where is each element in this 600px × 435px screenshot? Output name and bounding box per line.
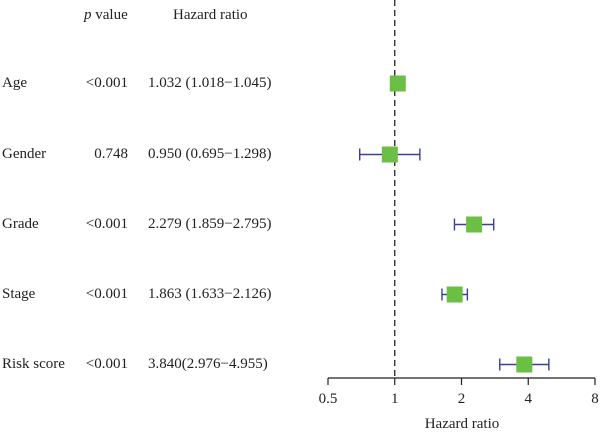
x-tick-label: 1 — [391, 391, 399, 407]
x-axis-label: Hazard ratio — [425, 416, 500, 432]
p-value-cell: <0.001 — [85, 356, 128, 372]
p-word: value — [95, 7, 128, 23]
x-tick-label: 0.5 — [319, 391, 338, 407]
hr-point-marker — [516, 356, 533, 373]
p-value-cell: 0.748 — [94, 146, 128, 162]
hr-point-marker — [466, 216, 483, 233]
p-value-header: p value — [84, 6, 128, 24]
hr-point-marker — [381, 146, 398, 163]
hazard-ratio-cell: 3.840(2.976−4.955) — [148, 356, 268, 372]
p-symbol: p — [84, 7, 92, 23]
x-tick-label: 2 — [458, 391, 466, 407]
variable-label: Age — [2, 75, 27, 91]
variable-label: Grade — [2, 216, 39, 232]
x-tick-label: 8 — [591, 391, 599, 407]
hazard-ratio-header: Hazard ratio — [173, 7, 248, 23]
hazard-ratio-cell: 0.950 (0.695−1.298) — [148, 146, 272, 162]
hazard-ratio-cell: 1.032 (1.018−1.045) — [148, 75, 272, 91]
p-value-cell: <0.001 — [85, 216, 128, 232]
hr-point-marker — [389, 75, 406, 92]
hazard-ratio-cell: 1.863 (1.633−2.126) — [148, 286, 272, 302]
p-value-cell: <0.001 — [85, 75, 128, 91]
hr-point-marker — [446, 286, 463, 303]
variable-label: Risk score — [2, 356, 65, 372]
hazard-ratio-cell: 2.279 (1.859−2.795) — [148, 216, 272, 232]
p-value-cell: <0.001 — [85, 286, 128, 302]
variable-label: Stage — [2, 286, 36, 302]
x-tick-label: 4 — [525, 391, 533, 407]
variable-label: Gender — [2, 146, 47, 162]
